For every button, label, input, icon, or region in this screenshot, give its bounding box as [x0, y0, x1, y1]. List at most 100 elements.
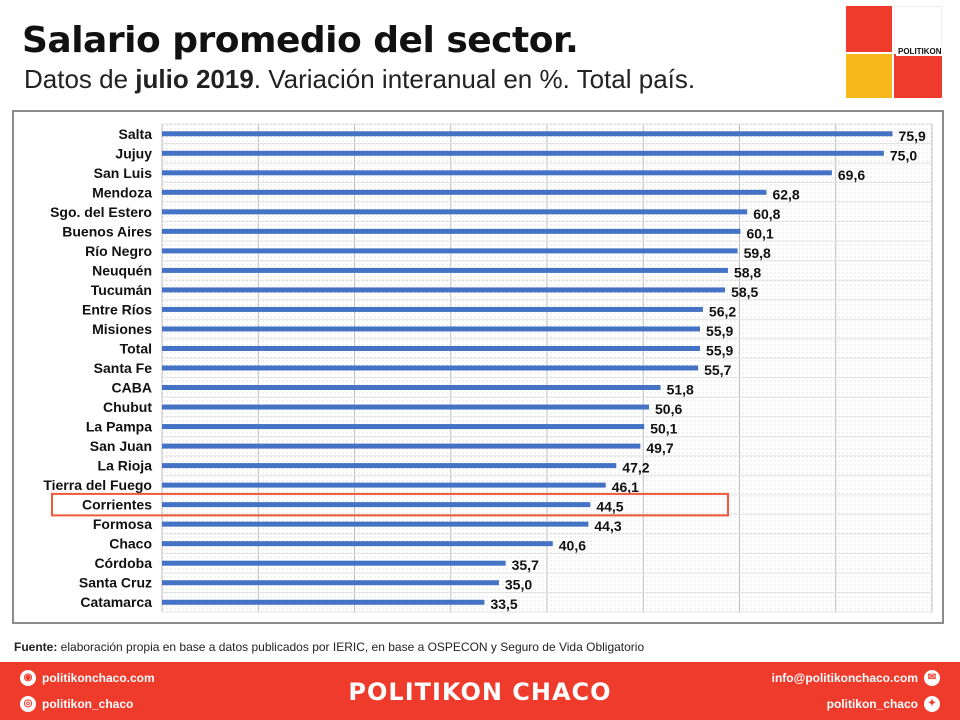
bar [162, 326, 701, 332]
category-label: CABA [112, 380, 152, 396]
logo-brand-text: POLITIKON [896, 47, 944, 56]
logo-square-red-2 [894, 54, 942, 98]
bar [162, 424, 645, 430]
category-label: Misiones [92, 321, 152, 337]
footer-instagram-text: politikon_chaco [42, 697, 134, 711]
data-label: 60,8 [753, 206, 780, 222]
data-label: 35,0 [505, 577, 532, 593]
category-label: Córdoba [94, 555, 152, 571]
page-subtitle: Datos de julio 2019. Variación interanua… [24, 64, 695, 95]
chart-frame: Salta 75,9 Jujuy 75,0 San Luis 69,6 Mendoza 62,… [12, 110, 944, 624]
data-label: 60,1 [746, 225, 773, 241]
data-label: 58,8 [734, 264, 761, 280]
category-label: Corrientes [82, 497, 152, 513]
category-label: Salta [119, 126, 153, 142]
data-label: 33,5 [490, 596, 517, 612]
data-label: 50,6 [655, 401, 682, 417]
data-label: 56,2 [709, 303, 736, 319]
bar [162, 463, 617, 469]
globe-icon: ◉ [20, 670, 36, 686]
data-label: 44,5 [596, 499, 623, 515]
footer-email-text: info@politikonchaco.com [771, 671, 918, 685]
bar [162, 287, 726, 293]
footer-instagram[interactable]: ◎ politikon_chaco [14, 696, 133, 712]
category-label: San Luis [94, 165, 153, 181]
category-label: Sgo. del Estero [50, 204, 152, 220]
bar [162, 209, 748, 215]
category-label: Chubut [103, 399, 152, 415]
bar [162, 150, 884, 156]
category-label: Buenos Aires [62, 223, 152, 239]
bar [162, 365, 699, 371]
data-label: 44,3 [594, 518, 621, 534]
bar [162, 267, 728, 273]
data-label: 51,8 [667, 382, 694, 398]
footer-website[interactable]: ◉ politikonchaco.com [14, 670, 155, 686]
twitter-icon: ✦ [924, 696, 940, 712]
data-label: 59,8 [744, 245, 771, 261]
bar [162, 345, 701, 351]
footer-brand: POLITIKON CHACO [348, 678, 612, 706]
footer-website-text: politikonchaco.com [42, 671, 155, 685]
data-label: 75,9 [899, 128, 926, 144]
footer-twitter-text: politikon_chaco [826, 697, 918, 711]
mail-icon: ✉ [924, 670, 940, 686]
data-label: 55,7 [704, 362, 731, 378]
category-label: La Rioja [98, 458, 153, 474]
data-label: 35,7 [512, 557, 539, 573]
footer-email[interactable]: info@politikonchaco.com ✉ [772, 670, 946, 686]
data-label: 46,1 [612, 479, 639, 495]
data-label: 55,9 [706, 323, 733, 339]
bar [162, 170, 832, 176]
bar [162, 521, 589, 527]
politikon-logo: POLITIKON [846, 6, 944, 98]
category-label: Santa Fe [94, 360, 153, 376]
footer-bar: ◉ politikonchaco.com ◎ politikon_chaco P… [0, 662, 960, 720]
source-text: elaboración propia en base a datos publi… [57, 640, 645, 654]
bar [162, 560, 506, 566]
bar [162, 131, 893, 137]
subtitle-period: julio 2019 [135, 64, 254, 94]
data-label: 69,6 [838, 167, 865, 183]
category-label: Río Negro [85, 243, 152, 259]
data-label: 58,5 [731, 284, 758, 300]
data-label: 40,6 [559, 538, 586, 554]
instagram-icon: ◎ [20, 696, 36, 712]
bar [162, 502, 591, 508]
source-label: Fuente: [14, 640, 58, 654]
data-label: 47,2 [622, 460, 649, 476]
bar [162, 228, 741, 234]
data-label: 50,1 [650, 421, 677, 437]
bar [162, 404, 650, 410]
bar [162, 306, 703, 312]
bar-chart: Salta 75,9 Jujuy 75,0 San Luis 69,6 Mendoza 62,… [43, 123, 933, 613]
category-label: Chaco [109, 536, 152, 552]
page-title: Salario promedio del sector. [22, 20, 579, 61]
data-label: 75,0 [890, 147, 917, 163]
subtitle-suffix: . Variación interanual en %. Total país. [253, 64, 696, 94]
subtitle-prefix: Datos de [24, 64, 136, 94]
highlight-box [51, 492, 729, 517]
footer-twitter[interactable]: politikon_chaco ✦ [827, 696, 946, 712]
bar [162, 385, 661, 391]
bar [162, 580, 499, 586]
data-label: 55,9 [706, 342, 733, 358]
logo-square-white [894, 6, 942, 52]
bar [162, 599, 485, 605]
category-label: Neuquén [92, 262, 152, 278]
bar [162, 443, 641, 449]
category-label: Jujuy [115, 145, 152, 161]
category-label: San Juan [90, 438, 152, 454]
category-label: Total [120, 340, 152, 356]
bar [162, 189, 767, 195]
category-label: Tierra del Fuego [43, 477, 152, 493]
bar [162, 482, 606, 488]
category-label: Formosa [93, 516, 152, 532]
data-label: 49,7 [646, 440, 673, 456]
data-label: 62,8 [772, 186, 799, 202]
category-label: Tucumán [91, 282, 152, 298]
source-note: Fuente: elaboración propia en base a dat… [14, 640, 644, 654]
logo-square-red [846, 6, 892, 52]
category-label: Santa Cruz [79, 575, 152, 591]
category-label: Mendoza [92, 184, 152, 200]
